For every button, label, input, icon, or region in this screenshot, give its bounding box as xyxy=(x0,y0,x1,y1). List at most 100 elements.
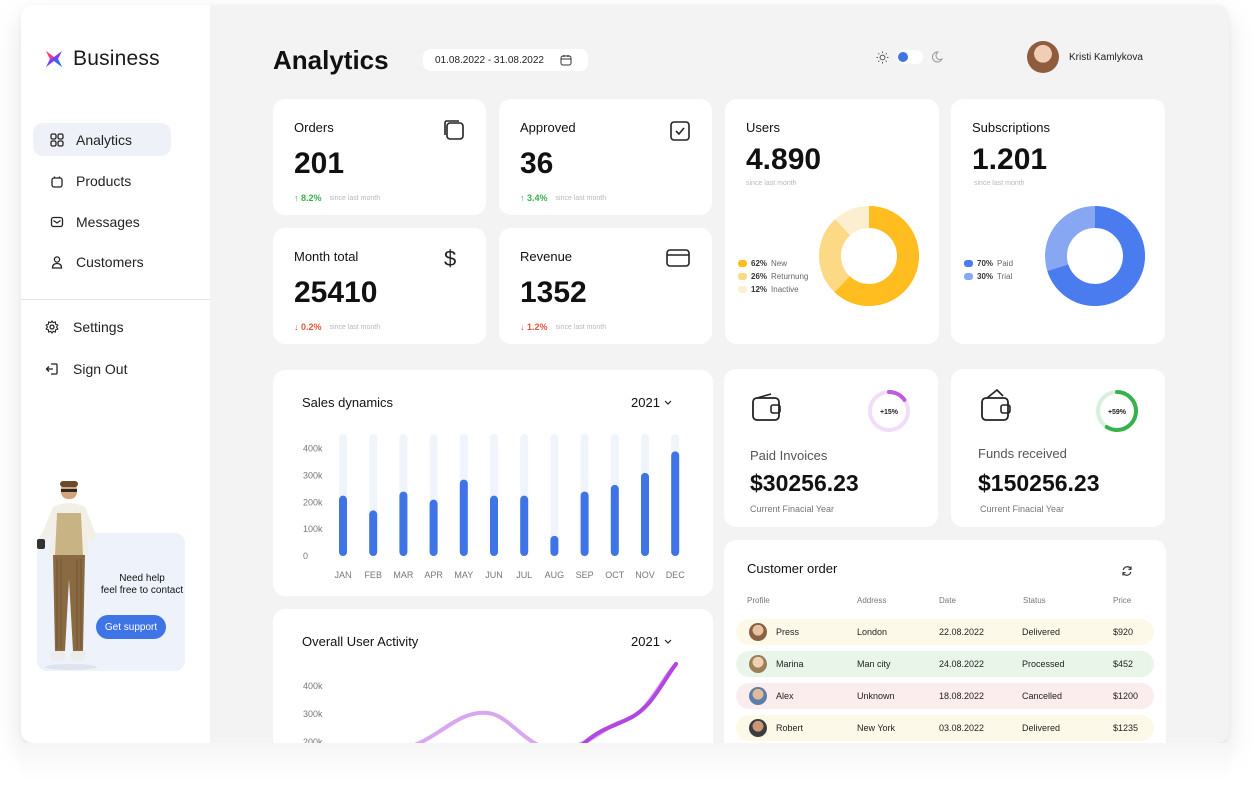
table-row[interactable]: Robert New York 03.08.2022 Delivered $12… xyxy=(736,715,1154,741)
paid-invoices-note: Current Finacial Year xyxy=(750,504,835,514)
activity-series-highlight xyxy=(581,662,678,743)
funds-received-card[interactable]: +59% Funds received $150256.23 Current F… xyxy=(951,369,1165,527)
column-header-profile[interactable]: Profile xyxy=(747,596,770,605)
sidebar-item-customers[interactable]: Customers xyxy=(33,245,171,278)
y-tick-label: 200k xyxy=(303,737,323,743)
row-address: Unknown xyxy=(857,691,895,701)
subscriptions-value: 1.201 xyxy=(972,143,1048,176)
approved-card[interactable]: Approved 36 ↑ 3.4% since last month xyxy=(499,99,712,215)
approved-label: Approved xyxy=(520,120,576,135)
x-tick-label: APR xyxy=(424,570,443,580)
moon-icon xyxy=(931,51,943,63)
orders-card[interactable]: Orders 201 ↑ 8.2% since last month xyxy=(273,99,486,215)
sidebar-item-label: Products xyxy=(76,172,132,189)
orders-label: Orders xyxy=(294,120,334,135)
checkbox-icon xyxy=(670,121,690,141)
chevron-down-icon xyxy=(664,639,672,644)
sidebar-item-label: Sign Out xyxy=(73,361,128,377)
bar-apr xyxy=(429,499,438,556)
brand-logo[interactable]: Business xyxy=(43,47,160,71)
sales-year-value: 2021 xyxy=(631,395,660,410)
sidebar: Business Analytics Products Messages Cus… xyxy=(21,5,210,743)
sales-bar-chart: 400k 300k 200k 100k 0 JAN FEB MAR APR MAY JUN JUL AU… xyxy=(303,434,685,580)
table-row[interactable]: Marina Man city 24.08.2022 Processed $45… xyxy=(736,651,1154,677)
brand-name: Business xyxy=(73,47,160,70)
row-date: 03.08.2022 xyxy=(939,723,985,733)
users-card[interactable]: Users 4.890 since last month 62% New 26% R… xyxy=(725,99,939,344)
column-header-price[interactable]: Price xyxy=(1113,596,1132,605)
row-price: $452 xyxy=(1113,659,1134,669)
column-header-status[interactable]: Status xyxy=(1023,596,1046,605)
revenue-label: Revenue xyxy=(520,249,573,264)
sales-dynamics-card: Sales dynamics 2021 400k 300k 200k 100k 0 JAN… xyxy=(273,370,713,596)
get-support-button[interactable]: Get support xyxy=(96,615,166,639)
paid-invoices-ring: +15% xyxy=(868,390,910,432)
gear-icon xyxy=(45,320,59,334)
sales-chart-title: Sales dynamics xyxy=(302,395,394,410)
paid-invoices-amount: $30256.23 xyxy=(750,470,859,496)
revenue-card[interactable]: Revenue 1352 ↓ 1.2% since last month xyxy=(499,228,712,344)
donut-slice-new xyxy=(819,206,919,306)
subscriptions-legend: 70% Paid 30% Trial xyxy=(964,257,1013,283)
revenue-value: 1352 xyxy=(520,276,587,309)
row-price: $1235 xyxy=(1113,723,1139,733)
funds-received-ring: +59% xyxy=(1096,390,1138,432)
activity-year-select[interactable]: 2021 xyxy=(631,634,672,649)
subscriptions-card[interactable]: Subscriptions 1.201 since last month 70%… xyxy=(951,99,1165,344)
ring-badge: +59% xyxy=(1108,409,1127,416)
legend-item: 30% Trial xyxy=(964,270,1013,283)
x-tick-label: MAY xyxy=(454,570,473,580)
avatar xyxy=(749,687,767,705)
row-price: $1200 xyxy=(1113,691,1139,701)
bar-may xyxy=(459,479,468,556)
sidebar-item-label: Settings xyxy=(73,319,124,335)
user-icon xyxy=(51,255,63,269)
row-address: New York xyxy=(857,723,896,733)
calendar-icon xyxy=(560,55,572,66)
column-header-date[interactable]: Date xyxy=(939,596,956,605)
ring-badge: +15% xyxy=(880,409,899,416)
avatar xyxy=(749,719,767,737)
sidebar-item-messages[interactable]: Messages xyxy=(33,205,171,238)
sales-year-select[interactable]: 2021 xyxy=(631,395,672,410)
credit-card-icon xyxy=(666,249,690,267)
y-tick-label: 300k xyxy=(303,709,323,719)
row-status: Cancelled xyxy=(1022,691,1063,701)
refresh-icon[interactable] xyxy=(1121,565,1133,577)
row-date: 18.08.2022 xyxy=(939,691,985,701)
paid-invoices-card[interactable]: +15% Paid Invoices $30256.23 Current Fin… xyxy=(724,369,938,527)
x-tick-label: FEB xyxy=(364,570,382,580)
sidebar-item-sign-out[interactable]: Sign Out xyxy=(45,361,127,377)
sun-icon xyxy=(876,51,889,63)
month-total-value: 25410 xyxy=(294,276,378,309)
table-row[interactable]: Press London 22.08.2022 Delivered $920 xyxy=(736,619,1154,645)
funds-received-amount: $150256.23 xyxy=(978,470,1100,496)
y-tick-label: 300k xyxy=(303,471,323,481)
row-name: Press xyxy=(776,627,800,637)
row-price: $920 xyxy=(1113,627,1134,637)
x-tick-label: JUN xyxy=(485,570,503,580)
users-value: 4.890 xyxy=(746,143,822,176)
sidebar-item-settings[interactable]: Settings xyxy=(45,319,124,335)
date-range-picker[interactable]: 01.08.2022 - 31.08.2022 xyxy=(423,49,588,71)
sidebar-item-analytics[interactable]: Analytics xyxy=(33,123,171,156)
column-header-address[interactable]: Address xyxy=(857,596,887,605)
theme-toggle[interactable] xyxy=(876,50,943,64)
sidebar-divider xyxy=(21,299,210,300)
sidebar-item-products[interactable]: Products xyxy=(33,164,171,197)
logo-icon xyxy=(46,51,62,67)
sign-out-icon xyxy=(45,363,58,375)
y-tick-label: 200k xyxy=(303,497,323,507)
user-activity-card: Overall User Activity 2021 400k 300k 200… xyxy=(273,609,713,743)
avatar xyxy=(749,655,767,673)
donut-slice-paid xyxy=(1045,206,1145,306)
sidebar-item-label: Messages xyxy=(76,213,140,230)
activity-year-value: 2021 xyxy=(631,634,660,649)
activity-line-chart: 400k 300k 200k xyxy=(303,662,678,743)
row-name: Alex xyxy=(776,691,794,701)
users-note: since last month xyxy=(746,180,797,187)
month-total-card[interactable]: Month total $ 25410 ↓ 0.2% since last mo… xyxy=(273,228,486,344)
user-profile[interactable]: Kristi Kamlykova xyxy=(1027,41,1143,73)
theme-switch[interactable] xyxy=(897,50,923,64)
table-row[interactable]: Alex Unknown 18.08.2022 Cancelled $1200 xyxy=(736,683,1154,709)
